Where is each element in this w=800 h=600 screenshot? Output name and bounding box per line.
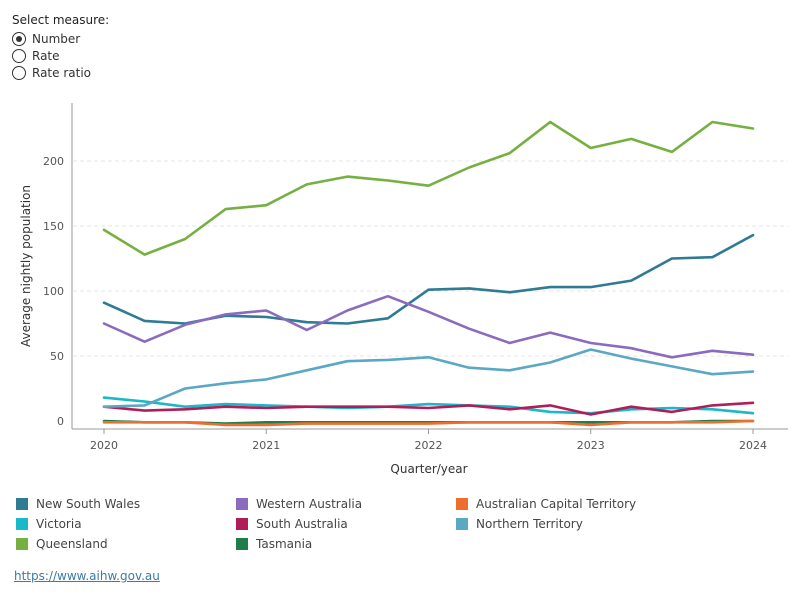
- radio-label-rate-ratio: Rate ratio: [32, 66, 91, 80]
- y-axis-label: Average nightly population: [19, 185, 33, 347]
- legend-label: Northern Territory: [476, 517, 583, 531]
- source-link[interactable]: https://www.aihw.gov.au: [14, 569, 160, 583]
- y-tick-label: 200: [43, 155, 64, 168]
- series-line-new-south-wales: [102, 233, 755, 325]
- series-line-western-australia: [102, 294, 755, 359]
- legend-swatch: [16, 518, 28, 530]
- legend-item-western-australia[interactable]: Western Australia: [236, 497, 362, 511]
- x-axis-label: Quarter/year: [390, 462, 467, 476]
- legend-item-australian-capital-territory[interactable]: Australian Capital Territory: [456, 497, 636, 511]
- legend-label: Tasmania: [256, 537, 313, 551]
- series-line-south-australia: [102, 401, 755, 416]
- legend-swatch: [236, 518, 248, 530]
- legend-item-new-south-wales[interactable]: New South Wales: [16, 497, 140, 511]
- series-line-northern-territory: [102, 348, 755, 409]
- y-axis-ticks: 0 50 100 150 200: [43, 155, 64, 428]
- radio-option-number[interactable]: Number: [12, 31, 80, 47]
- y-tick-label: 100: [43, 285, 64, 298]
- x-tick-label: 2021: [252, 439, 280, 452]
- x-tick-label: 2023: [577, 439, 605, 452]
- radio-button-rate[interactable]: [12, 49, 26, 63]
- x-axis-ticks: 2020 2021 2022 2023 2024: [90, 429, 767, 452]
- radio-button-rate-ratio[interactable]: [12, 66, 26, 80]
- legend-item-queensland[interactable]: Queensland: [16, 537, 108, 551]
- legend-swatch: [456, 518, 468, 530]
- legend-item-tasmania[interactable]: Tasmania: [236, 537, 312, 551]
- radio-option-rate[interactable]: Rate: [12, 48, 60, 64]
- series-line-queensland: [102, 120, 755, 256]
- x-tick-label: 2024: [739, 439, 767, 452]
- radio-option-rate-ratio[interactable]: Rate ratio: [12, 65, 91, 81]
- measure-selector-title: Select measure:: [12, 13, 110, 27]
- y-tick-label: 150: [43, 220, 64, 233]
- legend-label: Queensland: [36, 537, 108, 551]
- legend-item-victoria[interactable]: Victoria: [16, 517, 82, 531]
- y-tick-label: 0: [57, 415, 64, 428]
- chart-series: [102, 120, 755, 427]
- y-tick-label: 50: [50, 350, 64, 363]
- radio-label-rate: Rate: [32, 49, 60, 63]
- legend-item-northern-territory[interactable]: Northern Territory: [456, 517, 583, 531]
- legend-swatch: [16, 538, 28, 550]
- legend-swatch: [456, 498, 468, 510]
- legend-swatch: [236, 498, 248, 510]
- legend-label: Western Australia: [256, 497, 363, 511]
- legend-item-south-australia[interactable]: South Australia: [236, 517, 348, 531]
- series-line-australian-capital-territory: [102, 419, 755, 427]
- radio-button-number[interactable]: [12, 32, 26, 46]
- legend-label: Australian Capital Territory: [476, 497, 637, 511]
- x-tick-label: 2022: [415, 439, 443, 452]
- legend-swatch: [236, 538, 248, 550]
- legend-label: New South Wales: [36, 497, 141, 511]
- legend-label: South Australia: [256, 517, 348, 531]
- legend-swatch: [16, 498, 28, 510]
- radio-label-number: Number: [32, 32, 81, 46]
- x-tick-label: 2020: [90, 439, 118, 452]
- legend-label: Victoria: [36, 517, 82, 531]
